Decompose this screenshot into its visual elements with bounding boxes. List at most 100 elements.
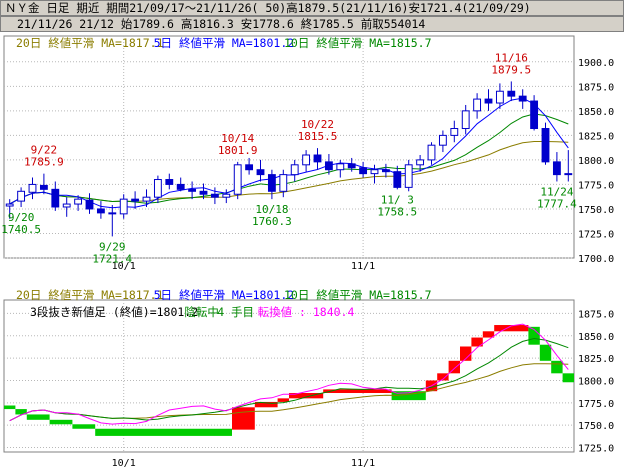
candle-body bbox=[165, 179, 174, 185]
y-tick-label: 1875.0 bbox=[578, 309, 614, 320]
candle-body bbox=[347, 163, 356, 169]
candle-body bbox=[74, 198, 83, 205]
annotation-date: 10/18 bbox=[255, 203, 288, 216]
candle-body bbox=[267, 174, 276, 192]
candle-body bbox=[473, 98, 482, 112]
x-tick-label: 11/1 bbox=[351, 458, 375, 469]
candle-body bbox=[290, 164, 299, 176]
annotation-value: 1760.3 bbox=[252, 215, 292, 228]
legend-entry: 5日 終値平滑 MA=1801.2 bbox=[154, 288, 295, 302]
break-info-text: 陰転中 bbox=[184, 305, 219, 319]
y-tick-label: 1800.0 bbox=[578, 156, 614, 167]
annotation-date: 10/22 bbox=[301, 118, 334, 131]
break-brick bbox=[15, 409, 27, 415]
candle-body bbox=[381, 169, 390, 173]
legend-entry: 20日 終値平滑 MA=1817.1 bbox=[16, 288, 164, 302]
candle-body bbox=[176, 183, 185, 190]
candle-body bbox=[336, 163, 345, 171]
plot-frame bbox=[3, 299, 575, 453]
candle-body bbox=[484, 98, 493, 104]
ma5-line bbox=[9, 97, 569, 209]
annotation-date: 11/ 3 bbox=[381, 193, 414, 206]
candle-body bbox=[108, 212, 117, 215]
break-info-text: 4 手目 bbox=[217, 305, 254, 319]
break-brick bbox=[26, 414, 50, 420]
candle-body bbox=[210, 193, 219, 198]
break-brick bbox=[482, 331, 495, 338]
annotation-date: 9/20 bbox=[8, 211, 35, 224]
candle-body bbox=[142, 196, 151, 202]
candle-body bbox=[222, 193, 231, 198]
break-brick bbox=[49, 419, 73, 425]
legend-entry: 5日 終値平滑 MA=1801.2 bbox=[154, 36, 295, 50]
candle-body bbox=[370, 169, 379, 175]
y-tick-label: 1850.0 bbox=[578, 107, 614, 118]
legend-entry: 10日 終値平滑 MA=1815.7 bbox=[284, 288, 432, 302]
candle-body bbox=[131, 198, 140, 202]
candle-body bbox=[552, 161, 561, 176]
break-brick bbox=[460, 346, 472, 361]
candle-body bbox=[199, 190, 208, 195]
x-tick-label: 10/1 bbox=[112, 458, 136, 469]
annotation-value: 1721.4 bbox=[92, 252, 132, 265]
candle-body bbox=[404, 164, 413, 188]
y-tick-label: 1750.0 bbox=[578, 205, 614, 216]
candle-body bbox=[416, 159, 425, 166]
candle-body bbox=[461, 110, 470, 130]
candle-body bbox=[495, 90, 504, 104]
annotation-date: 11/24 bbox=[540, 185, 573, 198]
break-info-text: 転換値 : 1840.4 bbox=[258, 305, 355, 319]
annotation-value: 1785.9 bbox=[24, 156, 64, 169]
break-brick bbox=[4, 405, 16, 410]
break-info-text: 3段抜き新値足 (終値)=1801.2 bbox=[30, 305, 198, 319]
y-tick-label: 1775.0 bbox=[578, 180, 614, 191]
candle-body bbox=[393, 171, 402, 188]
break-brick bbox=[437, 373, 449, 381]
y-tick-label: 1900.0 bbox=[578, 58, 614, 69]
break-brick bbox=[232, 407, 255, 430]
candle-body bbox=[564, 173, 573, 176]
candle-body bbox=[119, 198, 128, 215]
break-brick bbox=[72, 424, 96, 429]
chart-header-last-bar: 21/11/26 21/12 始1789.6 高1816.3 安1778.6 終… bbox=[0, 16, 624, 32]
candle-body bbox=[302, 154, 311, 166]
x-tick-label: 11/1 bbox=[351, 261, 375, 272]
candle-body bbox=[313, 154, 322, 163]
x-tick-label: 10/1 bbox=[112, 261, 136, 272]
break-brick bbox=[277, 398, 289, 402]
candle-body bbox=[39, 184, 48, 190]
y-tick-label: 1775.0 bbox=[578, 399, 614, 410]
y-tick-label: 1875.0 bbox=[578, 82, 614, 93]
candlestick-panel: 1700.0 1725.0 1750.0 1775.0 1800.0 1825.0 1850… bbox=[1, 35, 614, 272]
candle-body bbox=[153, 179, 162, 198]
y-tick-label: 1750.0 bbox=[578, 421, 614, 432]
candle-body bbox=[450, 128, 459, 136]
break-brick bbox=[391, 391, 426, 401]
y-tick-label: 1850.0 bbox=[578, 332, 614, 343]
annotation-value: 1758.5 bbox=[377, 205, 417, 218]
candle-body bbox=[541, 128, 550, 163]
candle-body bbox=[324, 161, 333, 171]
annotation-date: 9/29 bbox=[99, 240, 126, 253]
candle-body bbox=[96, 208, 105, 214]
break-brick bbox=[551, 360, 563, 374]
candle-body bbox=[5, 203, 14, 207]
annotation-date: 10/14 bbox=[221, 132, 254, 145]
candle-body bbox=[28, 183, 37, 193]
annotation-value: 1801.9 bbox=[218, 144, 258, 157]
legend-entry: 10日 終値平滑 MA=1815.7 bbox=[284, 36, 432, 50]
y-tick-label: 1725.0 bbox=[578, 444, 614, 455]
candle-body bbox=[530, 100, 539, 130]
legend-entry: 20日 終値平滑 MA=1817.1 bbox=[16, 36, 164, 50]
candle-body bbox=[51, 188, 60, 208]
y-tick-label: 1800.0 bbox=[578, 376, 614, 387]
annotation-date: 11/16 bbox=[495, 51, 528, 64]
candle-body bbox=[518, 95, 527, 102]
three-line-break-panel: 1725.0 1750.0 1775.0 1800.0 1825.0 1850.0 1875… bbox=[3, 288, 614, 469]
plot-frame bbox=[3, 35, 575, 259]
candle-body bbox=[188, 188, 197, 192]
candle-body bbox=[245, 164, 254, 171]
candle-body bbox=[62, 203, 71, 208]
candle-body bbox=[427, 144, 436, 161]
